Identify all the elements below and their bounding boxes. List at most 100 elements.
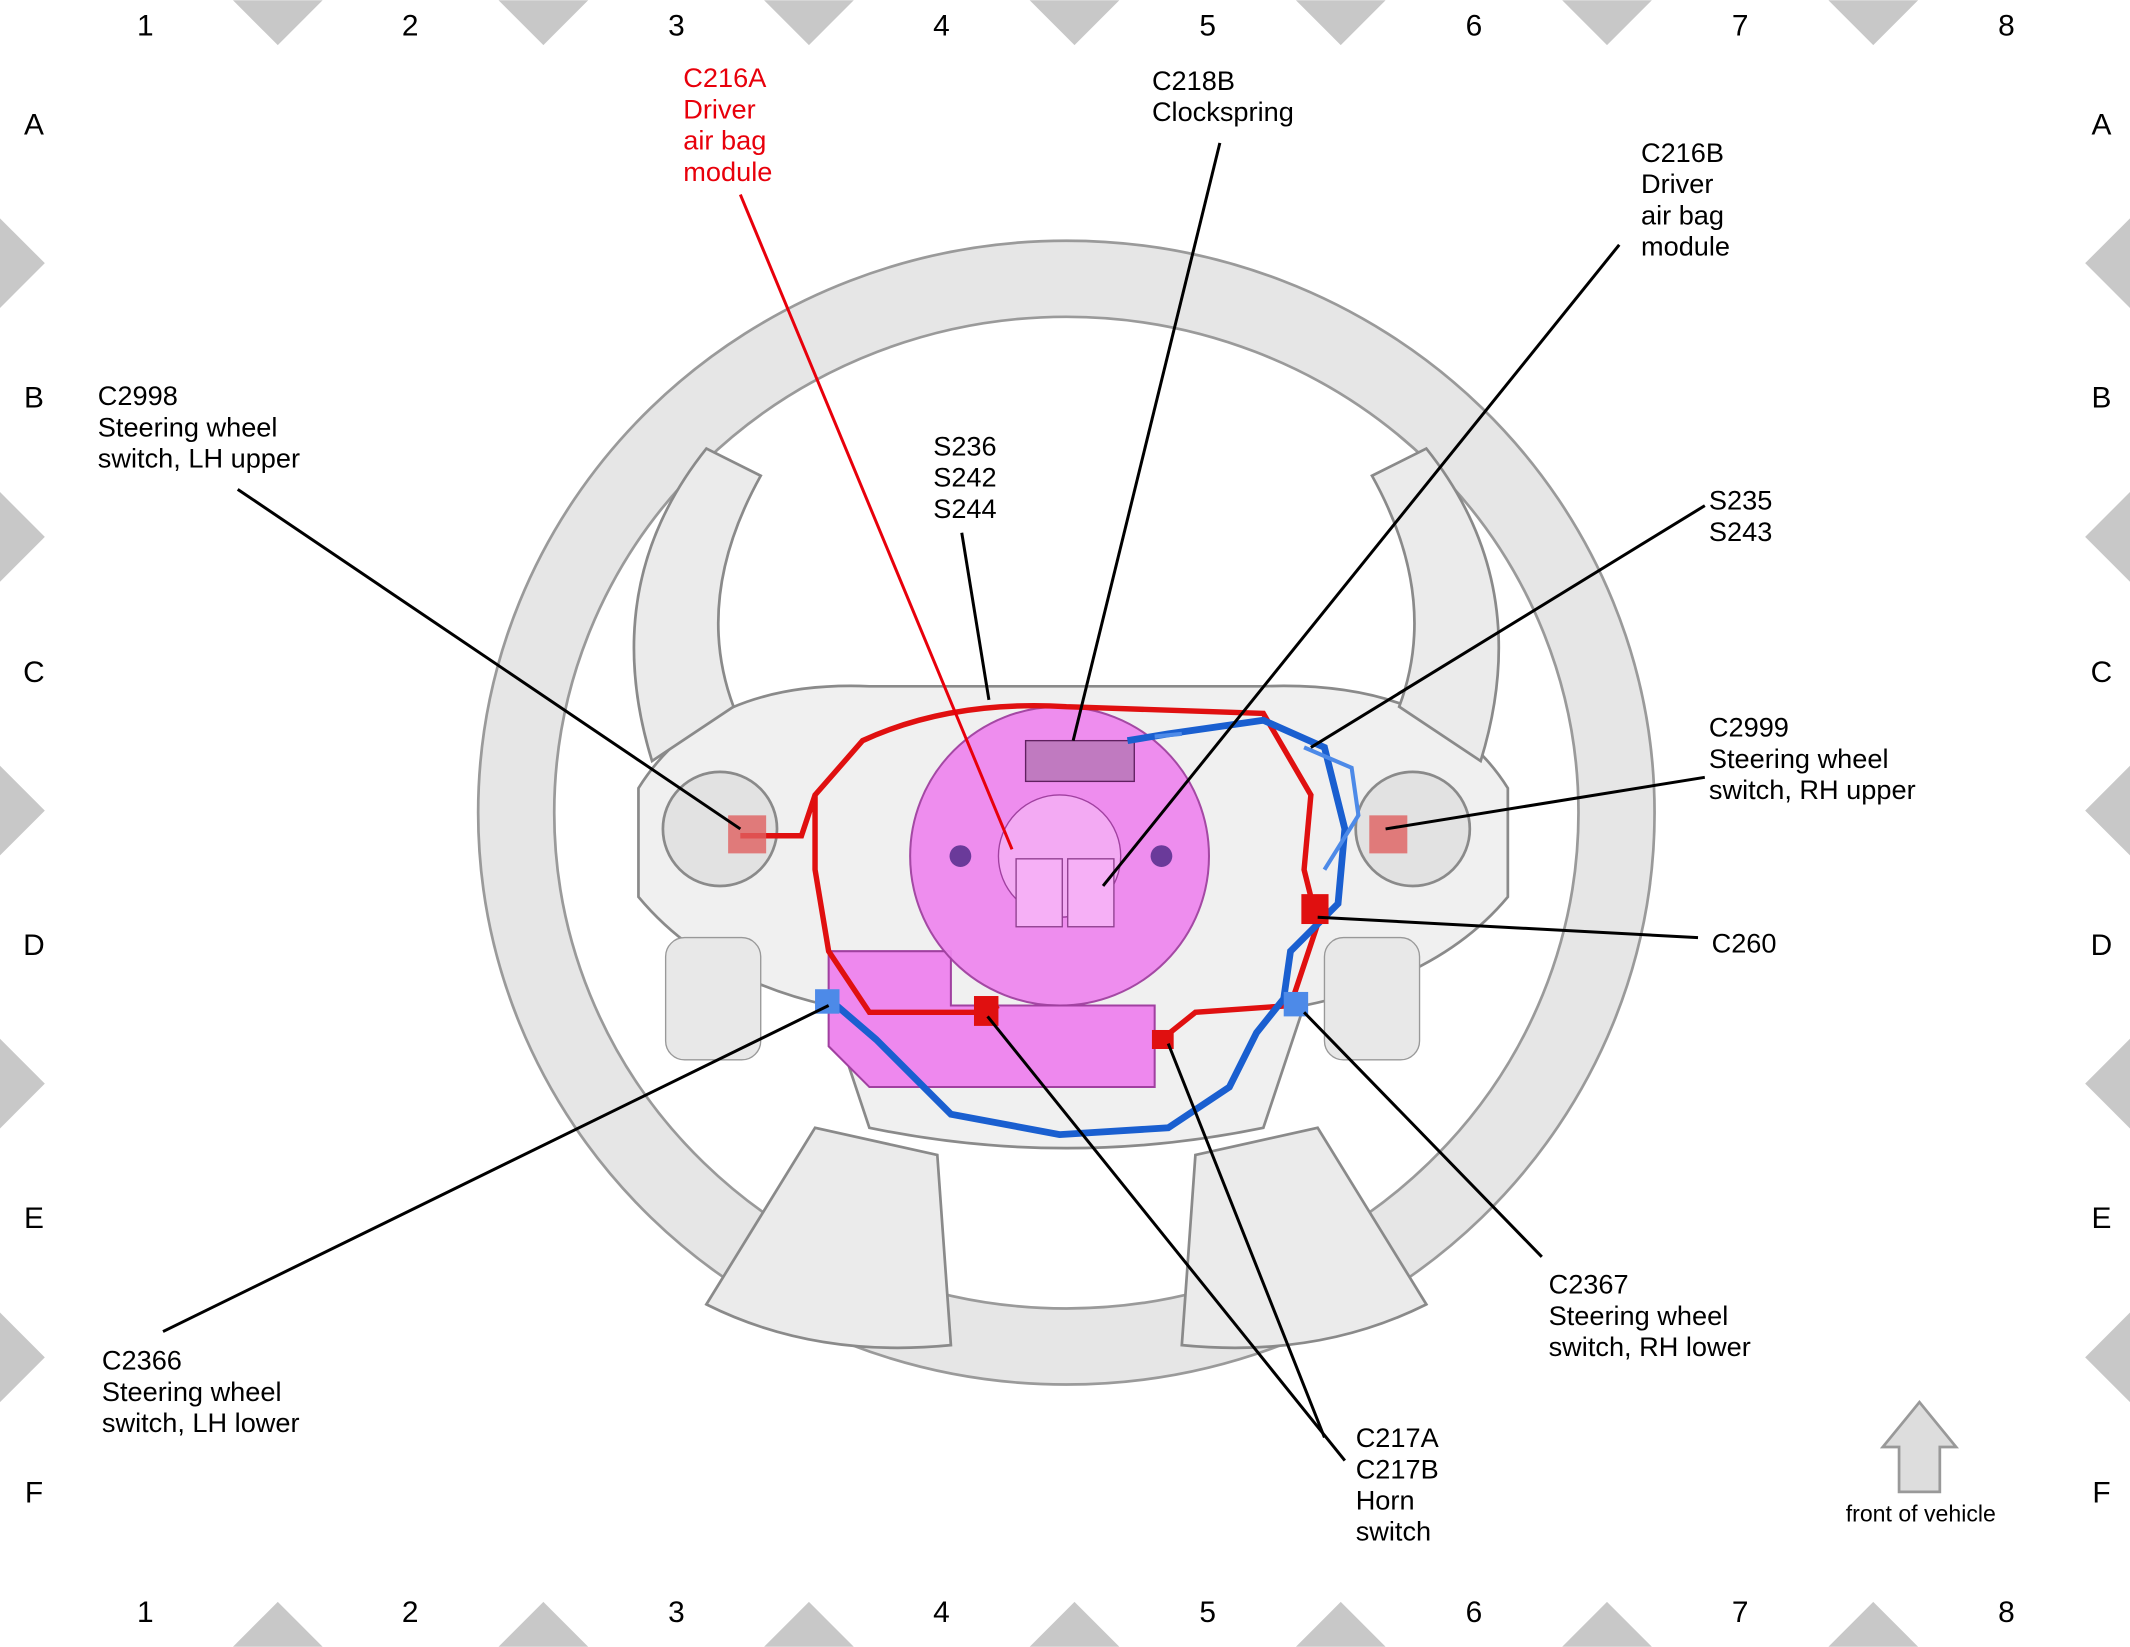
- row-label: F: [2092, 1476, 2110, 1509]
- row-label: B: [2092, 382, 2112, 415]
- row-label: E: [2092, 1202, 2112, 1235]
- grid-marker: [0, 1038, 45, 1129]
- leader-line: [236, 488, 742, 831]
- callout-label: Steering wheel: [102, 1376, 282, 1407]
- callout-label: switch, LH upper: [98, 443, 300, 474]
- callout-label: module: [1641, 231, 1730, 262]
- column-label: 5: [1199, 9, 1216, 42]
- front-arrow: [1879, 1400, 1959, 1494]
- callout-label: C260: [1712, 928, 1777, 959]
- grid-marker: [0, 492, 45, 582]
- callout-label: module: [683, 156, 772, 187]
- grid-marker: [2085, 765, 2130, 856]
- grid-marker: [764, 1601, 854, 1647]
- column-label: 6: [1466, 1596, 1483, 1629]
- callout-label: C218B: [1152, 65, 1235, 96]
- column-label: 3: [668, 1596, 685, 1629]
- leader-line: [1166, 1043, 1326, 1439]
- leader-line: [1317, 915, 1699, 940]
- row-label: D: [2091, 929, 2113, 962]
- callout-label: Driver: [1641, 168, 1713, 199]
- grid-marker: [1029, 1601, 1120, 1647]
- callout-label: C2366: [102, 1345, 182, 1376]
- grid-marker: [2085, 218, 2130, 308]
- orientation-label: front of vehicle: [1846, 1501, 1996, 1527]
- grid-marker: [498, 0, 589, 46]
- callout-label: Clockspring: [1152, 96, 1294, 127]
- leader-line: [960, 532, 991, 701]
- callout-label: S244: [933, 493, 996, 524]
- leader-line: [986, 1015, 1346, 1462]
- column-label: 7: [1732, 9, 1749, 42]
- column-label: 8: [1998, 1596, 2015, 1629]
- grid-marker: [1029, 0, 1120, 46]
- grid-marker: [1562, 0, 1652, 46]
- callout-label: Horn: [1356, 1485, 1415, 1516]
- callout-label: Steering wheel: [98, 411, 278, 442]
- column-label: 6: [1466, 9, 1483, 42]
- row-label: F: [25, 1476, 43, 1509]
- callout-label: Driver: [683, 93, 755, 124]
- callout-label: C216A: [683, 62, 767, 93]
- leader-line: [738, 193, 1014, 850]
- grid-marker: [0, 218, 45, 308]
- column-label: 8: [1998, 9, 2015, 42]
- column-label: 4: [933, 9, 950, 42]
- leader-lines: [162, 142, 1706, 1462]
- callout-label: C2998: [98, 380, 178, 411]
- callout-label: air bag: [1641, 199, 1724, 230]
- leader-line: [1071, 142, 1222, 741]
- callout-label: S236: [933, 430, 996, 461]
- callout-label: C217B: [1356, 1453, 1439, 1484]
- grid-marker: [498, 1601, 589, 1647]
- column-label: 7: [1732, 1596, 1749, 1629]
- callout-label: S242: [933, 462, 996, 493]
- callout-label: C216B: [1641, 137, 1724, 168]
- grid-marker: [2085, 1038, 2130, 1129]
- grid-marker: [0, 1312, 45, 1403]
- grid-marker: [0, 765, 45, 856]
- row-label: E: [24, 1202, 44, 1235]
- callout-label: Steering wheel: [1709, 743, 1889, 774]
- grid-marker: [2085, 492, 2130, 582]
- callout-label: S235: [1709, 485, 1772, 516]
- grid-marker: [1295, 0, 1386, 46]
- column-label: 2: [402, 1596, 419, 1629]
- grid-marker: [1828, 1601, 1919, 1647]
- grid-marker: [232, 1601, 323, 1647]
- callout-label: C217A: [1356, 1422, 1440, 1453]
- column-label: 1: [137, 1596, 154, 1629]
- column-label: 3: [668, 9, 685, 42]
- row-label: A: [24, 109, 44, 142]
- row-label: D: [23, 929, 45, 962]
- callout-label: air bag: [683, 125, 766, 156]
- row-label: A: [2092, 109, 2112, 142]
- column-label: 1: [137, 9, 154, 42]
- callout-label: Steering wheel: [1549, 1300, 1729, 1331]
- leader-line: [1385, 775, 1706, 831]
- column-label: 5: [1199, 1596, 1216, 1629]
- leader-line: [1303, 1011, 1543, 1258]
- column-label: 2: [402, 9, 419, 42]
- callout-label: switch, RH upper: [1709, 774, 1916, 805]
- callout-label: C2367: [1549, 1269, 1629, 1300]
- callout-label: switch, LH lower: [102, 1407, 300, 1438]
- grid-marker: [232, 0, 323, 46]
- column-label: 4: [933, 1596, 950, 1629]
- leader-line: [1101, 243, 1621, 887]
- leader-line: [1310, 504, 1706, 749]
- grid-marker: [1828, 0, 1919, 46]
- row-label: B: [24, 382, 44, 415]
- row-label: C: [23, 656, 45, 689]
- grid-marker: [1562, 1601, 1652, 1647]
- callout-label: C2999: [1709, 712, 1789, 743]
- callout-label: S243: [1709, 516, 1772, 547]
- grid-marker: [1295, 1601, 1386, 1647]
- leader-line: [162, 1004, 830, 1333]
- callout-label: switch: [1356, 1516, 1431, 1547]
- row-label: C: [2091, 656, 2113, 689]
